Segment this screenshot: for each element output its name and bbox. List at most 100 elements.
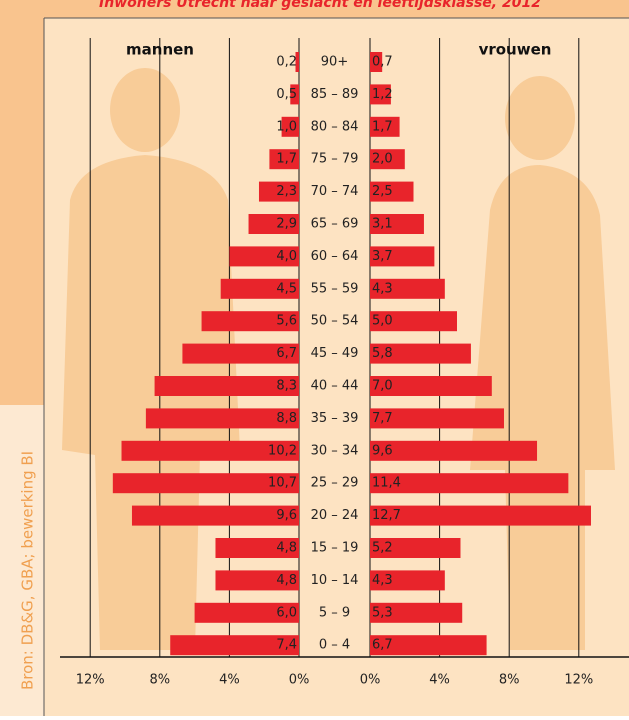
category-label: 45 – 49	[311, 346, 359, 361]
bar	[370, 408, 504, 429]
bar	[370, 84, 391, 105]
value-label: 11,4	[372, 476, 401, 491]
x-tick-label: 4%	[219, 673, 240, 688]
bar	[370, 278, 445, 299]
value-label: 6,7	[276, 346, 297, 361]
bar	[290, 84, 299, 105]
value-label: 3,7	[372, 249, 393, 264]
x-tick-label: 8%	[499, 673, 520, 688]
bar	[154, 376, 299, 396]
value-label: 5,8	[372, 346, 393, 361]
category-label: 20 – 24	[311, 508, 359, 523]
bar	[215, 538, 299, 558]
category-label: 0 – 4	[319, 638, 350, 653]
value-label: 2,9	[276, 217, 297, 232]
bar	[370, 635, 487, 656]
value-label: 12,7	[372, 508, 401, 523]
bar	[258, 181, 299, 202]
bar	[281, 116, 299, 137]
bar	[370, 214, 424, 234]
value-label: 7,7	[372, 411, 393, 426]
bar	[370, 505, 591, 526]
value-label: 6,0	[276, 605, 297, 620]
value-label: 2,3	[276, 184, 297, 199]
value-label: 7,0	[372, 379, 393, 394]
category-label: 70 – 74	[311, 184, 359, 199]
category-label: 10 – 14	[311, 573, 359, 588]
bar	[370, 602, 463, 623]
value-label: 3,1	[372, 217, 393, 232]
value-label: 9,6	[372, 443, 393, 458]
value-label: 1,2	[372, 87, 393, 102]
bar	[269, 149, 299, 170]
value-label: 4,8	[276, 541, 297, 556]
bar	[370, 181, 414, 202]
bar	[370, 473, 569, 494]
bar	[194, 602, 299, 623]
bar	[201, 311, 299, 332]
category-label: 50 – 54	[311, 314, 359, 329]
value-label: 5,0	[372, 314, 393, 329]
value-label: 0,7	[372, 55, 393, 70]
category-label: 65 – 69	[311, 217, 359, 232]
bar	[370, 343, 471, 364]
x-tick-label: 0%	[360, 673, 381, 688]
source-note: Bron: DB&G, GBA; bewerking BI	[19, 451, 37, 690]
bar	[145, 408, 299, 429]
x-tick-label: 4%	[429, 673, 450, 688]
bar	[131, 505, 299, 526]
value-label: 8,3	[276, 379, 297, 394]
bar	[220, 278, 299, 299]
value-label: 5,2	[372, 541, 393, 556]
value-label: 5,3	[372, 605, 393, 620]
bar	[229, 246, 299, 267]
bar	[370, 570, 445, 591]
side-band	[0, 0, 44, 405]
value-label: 0,2	[276, 55, 297, 70]
value-label: 4,3	[372, 573, 393, 588]
value-label: 4,8	[276, 573, 297, 588]
value-label: 1,0	[276, 119, 297, 134]
x-tick-label: 12%	[564, 673, 593, 688]
value-label: 2,0	[372, 152, 393, 167]
x-tick-label: 12%	[76, 673, 105, 688]
bar	[215, 570, 299, 591]
value-label: 4,0	[276, 249, 297, 264]
value-label: 1,7	[372, 119, 393, 134]
legend-label: vrouwen	[479, 41, 552, 59]
bar	[370, 246, 435, 267]
bar	[182, 343, 299, 364]
category-label: 15 – 19	[311, 541, 359, 556]
bar	[370, 116, 400, 137]
value-label: 7,4	[276, 638, 297, 653]
category-label: 35 – 39	[311, 411, 359, 426]
category-label: 90+	[321, 55, 348, 70]
bar	[370, 376, 492, 396]
value-label: 1,7	[276, 152, 297, 167]
category-label: 80 – 84	[311, 119, 359, 134]
bar	[112, 473, 299, 494]
title-band	[0, 0, 629, 18]
legend-label: mannen	[126, 41, 194, 59]
value-label: 0,5	[276, 87, 297, 102]
category-label: 55 – 59	[311, 281, 359, 296]
value-label: 9,6	[276, 508, 297, 523]
bar	[121, 440, 300, 461]
category-label: 40 – 44	[311, 379, 359, 394]
category-label: 60 – 64	[311, 249, 359, 264]
value-label: 2,5	[372, 184, 393, 199]
x-tick-label: 0%	[289, 673, 310, 688]
value-label: 4,5	[276, 281, 297, 296]
value-label: 4,3	[372, 281, 393, 296]
category-label: 85 – 89	[311, 87, 359, 102]
category-label: 30 – 34	[311, 443, 359, 458]
category-label: 75 – 79	[311, 152, 359, 167]
value-label: 5,6	[276, 314, 297, 329]
value-label: 10,7	[268, 476, 297, 491]
bar	[370, 149, 405, 170]
category-label: 5 – 9	[319, 605, 350, 620]
x-tick-label: 8%	[149, 673, 170, 688]
bar	[170, 635, 299, 656]
side-strip	[0, 405, 44, 716]
